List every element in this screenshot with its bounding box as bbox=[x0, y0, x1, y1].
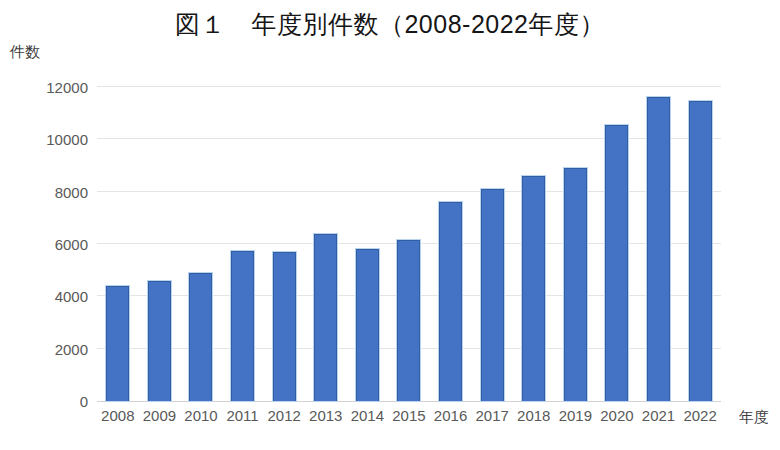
bar-slot-2011 bbox=[222, 87, 264, 401]
bar-slot-2009 bbox=[139, 87, 181, 401]
chart-title: 図１ 年度別件数（2008-2022年度） bbox=[0, 8, 780, 41]
bar-slot-2013 bbox=[305, 87, 347, 401]
x-axis-tick-labels: 2008200920102011201220132014201520162017… bbox=[97, 407, 721, 424]
x-tick-label-2019: 2019 bbox=[555, 407, 597, 424]
bar-2022 bbox=[689, 101, 712, 401]
bar-slot-2019 bbox=[555, 87, 597, 401]
bar-2012 bbox=[273, 252, 296, 401]
bar-slot-2012 bbox=[263, 87, 305, 401]
bar-2019 bbox=[564, 168, 587, 401]
x-tick-label-2010: 2010 bbox=[180, 407, 222, 424]
y-axis-tick-labels: 020004000600080001000012000 bbox=[0, 87, 88, 401]
x-tick-label-2017: 2017 bbox=[471, 407, 513, 424]
x-tick-label-2012: 2012 bbox=[263, 407, 305, 424]
y-tick-label-2000: 2000 bbox=[55, 341, 88, 356]
bar-slot-2016 bbox=[430, 87, 472, 401]
y-axis-title: 件数 bbox=[10, 43, 40, 62]
bars-container bbox=[97, 87, 721, 401]
bar-2008 bbox=[106, 286, 129, 401]
bar-slot-2010 bbox=[180, 87, 222, 401]
bar-2017 bbox=[481, 189, 504, 401]
plot-area bbox=[97, 87, 721, 402]
bar-slot-2022 bbox=[679, 87, 721, 401]
y-tick-label-0: 0 bbox=[80, 394, 88, 409]
x-tick-label-2011: 2011 bbox=[222, 407, 264, 424]
bar-2020 bbox=[605, 125, 628, 401]
x-tick-label-2015: 2015 bbox=[388, 407, 430, 424]
bar-2010 bbox=[189, 273, 212, 401]
x-tick-label-2009: 2009 bbox=[139, 407, 181, 424]
x-tick-label-2020: 2020 bbox=[596, 407, 638, 424]
bar-slot-2021 bbox=[638, 87, 680, 401]
bar-2015 bbox=[397, 240, 420, 401]
y-tick-label-4000: 4000 bbox=[55, 289, 88, 304]
bar-2009 bbox=[148, 281, 171, 401]
bar-slot-2020 bbox=[596, 87, 638, 401]
bar-2011 bbox=[231, 251, 254, 401]
x-tick-label-2022: 2022 bbox=[679, 407, 721, 424]
bar-slot-2015 bbox=[388, 87, 430, 401]
y-tick-label-8000: 8000 bbox=[55, 184, 88, 199]
bar-slot-2018 bbox=[513, 87, 555, 401]
x-tick-label-2013: 2013 bbox=[305, 407, 347, 424]
y-tick-label-6000: 6000 bbox=[55, 237, 88, 252]
x-tick-label-2016: 2016 bbox=[430, 407, 472, 424]
bar-2014 bbox=[356, 249, 379, 401]
x-tick-label-2014: 2014 bbox=[347, 407, 389, 424]
bar-2016 bbox=[439, 202, 462, 401]
bar-slot-2008 bbox=[97, 87, 139, 401]
bar-slot-2017 bbox=[471, 87, 513, 401]
x-axis-title: 年度 bbox=[739, 408, 769, 427]
bar-2018 bbox=[522, 176, 545, 401]
x-tick-label-2021: 2021 bbox=[638, 407, 680, 424]
bar-chart: 図１ 年度別件数（2008-2022年度） 件数 0 2000 4000 6000 80… bbox=[0, 0, 780, 450]
x-tick-label-2008: 2008 bbox=[97, 407, 139, 424]
bar-2021 bbox=[647, 97, 670, 401]
bar-2013 bbox=[314, 234, 337, 401]
y-tick-label-10000: 10000 bbox=[46, 132, 88, 147]
y-tick-label-12000: 12000 bbox=[46, 80, 88, 95]
x-tick-label-2018: 2018 bbox=[513, 407, 555, 424]
bar-slot-2014 bbox=[347, 87, 389, 401]
